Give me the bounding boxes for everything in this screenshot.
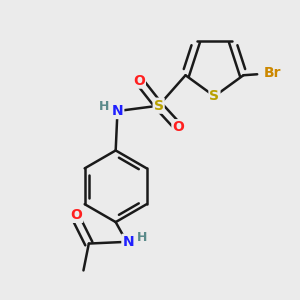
Text: O: O — [70, 208, 82, 222]
Text: Br: Br — [264, 67, 281, 80]
Text: H: H — [136, 231, 147, 244]
Text: O: O — [133, 74, 145, 88]
Text: N: N — [112, 104, 123, 118]
Text: H: H — [99, 100, 109, 113]
Text: S: S — [154, 99, 164, 113]
Text: S: S — [209, 89, 220, 103]
Text: N: N — [122, 235, 134, 249]
Text: O: O — [172, 120, 184, 134]
